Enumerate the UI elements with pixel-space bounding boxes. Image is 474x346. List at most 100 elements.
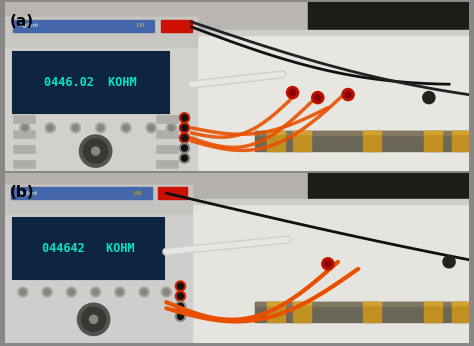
Circle shape [180, 113, 190, 123]
Circle shape [166, 123, 176, 133]
Bar [156, 145, 178, 153]
Bar [255, 302, 467, 306]
Bar [255, 131, 467, 151]
Bar [13, 115, 35, 123]
Circle shape [18, 287, 28, 297]
Circle shape [42, 287, 52, 297]
Bar [308, 2, 469, 37]
Bar [363, 302, 382, 322]
Bar [161, 201, 469, 343]
Circle shape [180, 143, 190, 153]
Circle shape [161, 287, 172, 297]
Circle shape [177, 303, 183, 309]
Bar [452, 302, 470, 322]
Circle shape [345, 92, 351, 98]
Bar [267, 302, 285, 322]
Bar [5, 17, 197, 47]
Circle shape [92, 289, 99, 295]
Bar [267, 302, 285, 305]
Bar [292, 302, 311, 322]
Bar [452, 302, 470, 305]
Circle shape [123, 125, 129, 131]
Circle shape [182, 135, 188, 141]
Circle shape [90, 315, 98, 324]
Circle shape [77, 303, 110, 336]
Bar [363, 302, 382, 305]
Circle shape [66, 287, 76, 297]
Bar [255, 131, 467, 135]
Bar [424, 131, 442, 134]
Circle shape [177, 293, 183, 299]
Bar [161, 20, 191, 32]
Circle shape [315, 94, 321, 101]
Circle shape [121, 123, 131, 133]
Circle shape [146, 123, 156, 133]
Circle shape [177, 283, 183, 289]
Bar [308, 173, 469, 203]
Circle shape [182, 155, 188, 161]
Circle shape [82, 307, 106, 331]
Circle shape [177, 313, 183, 319]
Circle shape [180, 123, 190, 133]
Circle shape [175, 311, 185, 321]
Bar [191, 30, 469, 35]
Bar [292, 131, 311, 151]
Circle shape [168, 125, 174, 131]
Text: (b): (b) [10, 185, 35, 200]
Circle shape [325, 261, 331, 267]
Circle shape [342, 89, 354, 101]
Bar [13, 52, 169, 113]
Circle shape [180, 153, 190, 163]
Circle shape [312, 92, 324, 104]
Circle shape [175, 281, 185, 291]
Circle shape [70, 123, 81, 133]
Circle shape [96, 123, 106, 133]
Circle shape [20, 289, 26, 295]
Bar [328, 2, 469, 47]
Text: 044642   KOHM: 044642 KOHM [42, 242, 135, 255]
Bar [255, 302, 467, 322]
Bar [5, 185, 191, 213]
Circle shape [91, 287, 100, 297]
Bar [13, 130, 35, 138]
Bar [292, 131, 311, 134]
Circle shape [45, 123, 55, 133]
Bar [158, 187, 186, 199]
Circle shape [141, 289, 147, 295]
Text: LXI: LXI [134, 191, 142, 196]
Bar [452, 131, 470, 151]
Text: Agilent: Agilent [20, 24, 39, 28]
Bar [5, 185, 191, 343]
Bar [191, 32, 469, 171]
Circle shape [148, 125, 154, 131]
Circle shape [180, 133, 190, 143]
Bar [156, 130, 178, 138]
Text: (a): (a) [10, 14, 34, 29]
Circle shape [182, 115, 188, 121]
Circle shape [175, 291, 185, 301]
Bar [13, 218, 164, 279]
Bar [161, 199, 469, 204]
Circle shape [115, 287, 125, 297]
Circle shape [443, 256, 455, 268]
Text: 0446.02  KOHM: 0446.02 KOHM [44, 76, 137, 89]
Bar [13, 160, 35, 168]
Circle shape [290, 90, 296, 95]
Text: LXI: LXI [136, 24, 145, 28]
Bar [5, 17, 197, 171]
Circle shape [83, 139, 108, 163]
Circle shape [98, 125, 104, 131]
Circle shape [182, 145, 188, 151]
Bar [11, 187, 152, 199]
Circle shape [73, 125, 79, 131]
Circle shape [80, 135, 112, 167]
Circle shape [47, 125, 53, 131]
Circle shape [117, 289, 123, 295]
Bar [267, 131, 285, 151]
Bar [292, 302, 311, 305]
Bar [424, 302, 442, 305]
Circle shape [44, 289, 50, 295]
Circle shape [423, 92, 435, 104]
Circle shape [20, 123, 30, 133]
Circle shape [322, 258, 334, 270]
